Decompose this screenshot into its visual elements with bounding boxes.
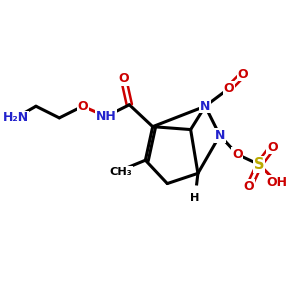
- Text: O: O: [77, 100, 88, 113]
- Text: O: O: [238, 68, 248, 81]
- Text: O: O: [118, 72, 129, 85]
- Text: H₂N: H₂N: [2, 111, 28, 124]
- Text: O: O: [238, 68, 248, 81]
- Text: O: O: [223, 82, 234, 95]
- Text: O: O: [238, 68, 248, 81]
- Text: O: O: [244, 180, 254, 193]
- Text: N: N: [214, 129, 225, 142]
- Text: OH: OH: [266, 176, 287, 189]
- Text: CH₃: CH₃: [109, 167, 132, 177]
- Text: NH: NH: [96, 110, 116, 123]
- Text: O: O: [267, 141, 278, 154]
- Text: O: O: [232, 148, 243, 161]
- Text: H: H: [190, 193, 200, 203]
- Text: N: N: [200, 100, 210, 113]
- Text: S: S: [254, 157, 265, 172]
